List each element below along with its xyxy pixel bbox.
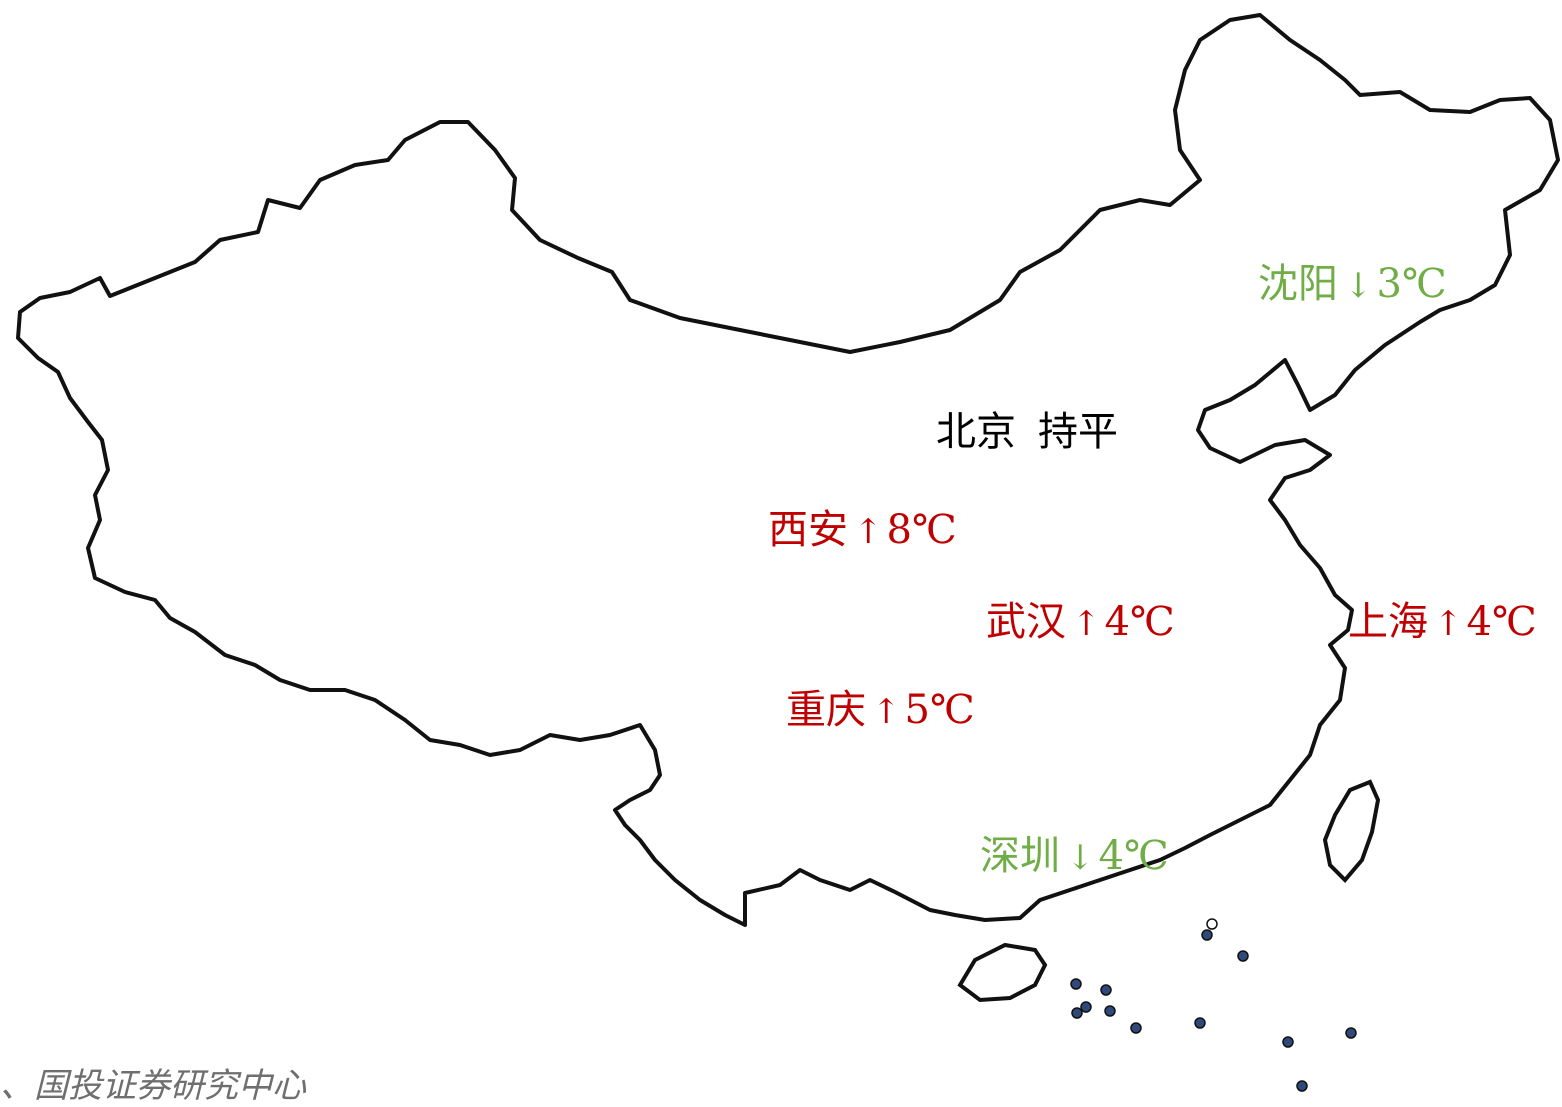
island-dot [1080, 1001, 1092, 1013]
city-label-shanghai: 上海 ↑ 4℃ [1348, 602, 1537, 642]
island-dot [1237, 950, 1249, 962]
city-name: 重庆 [786, 687, 866, 733]
island-dot [1201, 929, 1213, 941]
island-dot [1100, 984, 1112, 996]
taiwan-outline [1322, 779, 1381, 883]
city-label-shenyang: 沈阳 ↓ 3℃ [1258, 264, 1447, 304]
island-dot [1282, 1036, 1294, 1048]
city-change: 4℃ [1104, 599, 1175, 645]
up-arrow-icon: ↑ [1072, 604, 1101, 644]
city-label-xian: 西安 ↑ 8℃ [768, 510, 957, 550]
city-name: 武汉 [986, 599, 1066, 645]
island-dot [1206, 918, 1218, 930]
city-change: 持平 [1038, 409, 1118, 455]
island-dot [1194, 1017, 1206, 1029]
up-arrow-icon: ↑ [1434, 604, 1463, 644]
city-change: 8℃ [886, 507, 957, 553]
island-dot [1070, 978, 1082, 990]
mainland-outline [16, 13, 1560, 927]
city-change: 3℃ [1376, 261, 1447, 307]
city-name: 沈阳 [1258, 261, 1338, 307]
island-dot [1071, 1007, 1083, 1019]
down-arrow-icon: ↓ [1066, 838, 1095, 878]
city-label-shenzhen: 深圳 ↓ 4℃ [980, 836, 1169, 876]
city-name: 深圳 [980, 833, 1060, 879]
south-sea-islands [1070, 918, 1357, 1092]
island-dot [1345, 1027, 1357, 1039]
up-arrow-icon: ↑ [872, 692, 901, 732]
city-change: 5℃ [904, 687, 975, 733]
city-label-chongqing: 重庆 ↑ 5℃ [786, 690, 975, 730]
island-dot [1130, 1022, 1142, 1034]
source-caption: 、国投证券研究中心 [0, 1066, 306, 1106]
city-name: 西安 [768, 507, 848, 553]
city-change: 4℃ [1466, 599, 1537, 645]
down-arrow-icon: ↓ [1344, 266, 1373, 306]
up-arrow-icon: ↑ [854, 512, 883, 552]
hainan-outline [957, 942, 1048, 1003]
island-dot [1296, 1080, 1308, 1092]
city-change: 4℃ [1098, 833, 1169, 879]
city-label-beijing: 北京 持平 [936, 412, 1118, 452]
city-name: 北京 [936, 409, 1016, 455]
city-name: 上海 [1348, 599, 1428, 645]
city-label-wuhan: 武汉 ↑ 4℃ [986, 602, 1175, 642]
island-dot [1104, 1005, 1116, 1017]
